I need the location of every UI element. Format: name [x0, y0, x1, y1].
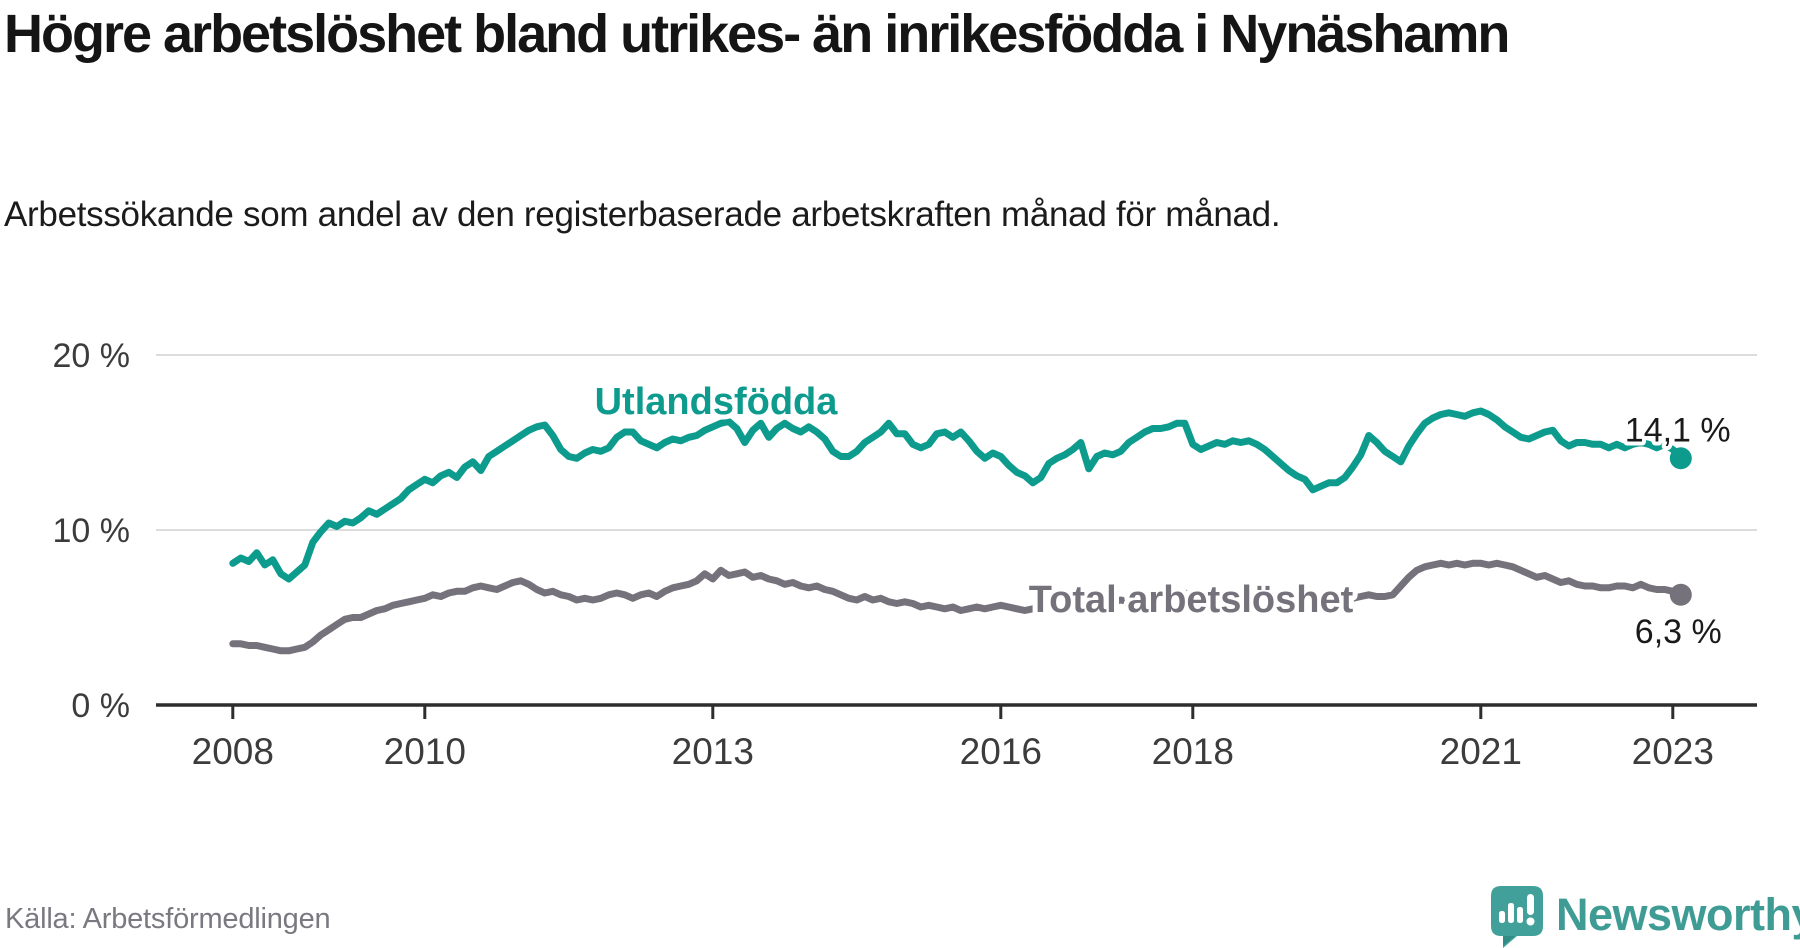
series-label: Total arbetslöshet [1029, 579, 1354, 621]
x-axis-tick-label: 2016 [960, 731, 1042, 772]
end-value-label: 14,1 % [1625, 411, 1731, 449]
series-layer [229, 407, 1692, 655]
y-axis-tick-label: 10 % [53, 512, 131, 550]
x-axis-tick-label: 2018 [1152, 731, 1234, 772]
y-axis-tick-label: 20 % [53, 337, 131, 375]
line-series-total [229, 559, 1685, 655]
page-subtitle: Arbetssökande som andel av den registerb… [4, 195, 1281, 234]
series-label: Utlandsfödda [595, 381, 839, 423]
end-value-label: 6,3 % [1635, 613, 1722, 651]
x-axis-tick-label: 2023 [1632, 731, 1714, 772]
y-axis-tick-label: 0 % [71, 687, 130, 725]
axis-layer [156, 703, 1757, 719]
x-axis-tick-label: 2008 [192, 731, 274, 772]
source-note: Källa: Arbetsförmedlingen [5, 903, 331, 935]
newsworthy-logo-text: Newsworthy [1556, 889, 1800, 940]
newsworthy-logo: Newsworthy [1488, 884, 1800, 948]
series-end-dot [1669, 583, 1692, 606]
page-title: Högre arbetslöshet bland utrikes- än inr… [4, 4, 1510, 64]
series-end-dot [1669, 447, 1692, 470]
gridlines-layer [156, 354, 1757, 531]
line-series-utlandsfodda [229, 407, 1685, 583]
newsworthy-logo-icon [1491, 886, 1543, 948]
chart-labels-layer: 20 % 10 % 0 % 2008 2010 2013 2016 2018 2021 2023 U… [53, 337, 1735, 772]
x-axis-tick-label: 2021 [1440, 731, 1522, 772]
x-axis-tick-label: 2013 [672, 731, 754, 772]
x-axis-tick-label: 2010 [384, 731, 466, 772]
